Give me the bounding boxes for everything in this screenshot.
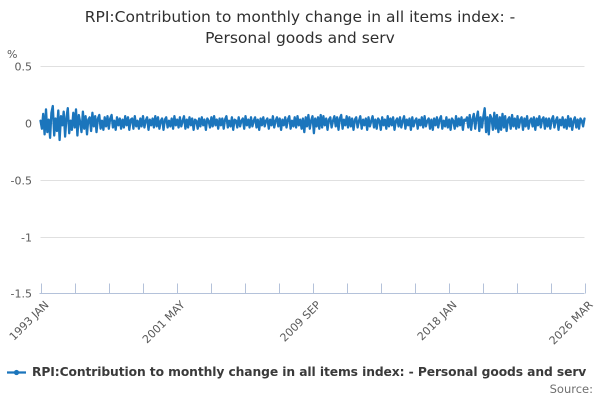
y-tick-label: 0.5 [15,61,33,74]
chart-title-line1: RPI:Contribution to monthly change in al… [84,8,516,26]
x-tick-label: 2001 MAY [140,298,188,346]
y-tick-label: -1.5 [11,288,32,301]
legend-label: RPI:Contribution to monthly change in al… [32,365,587,379]
gridlines [40,66,585,238]
x-axis [39,283,586,294]
source-note: Source: [549,382,593,396]
chart-title: RPI:Contribution to monthly change in al… [0,7,600,50]
x-tick-label: 2026 MAR [547,298,596,347]
data-series-line [39,104,586,142]
y-tick-label: -0.5 [11,175,32,188]
y-tick-label: -1 [21,232,32,245]
series-polyline [39,104,586,142]
legend-line-icon [7,369,26,375]
x-tick-label: 2018 JAN [415,298,460,343]
legend: RPI:Contribution to monthly change in al… [7,365,586,379]
x-tick-label: 1993 JAN [7,298,52,343]
y-axis-unit-label: % [7,48,17,61]
x-tick-label: 2009 SEP [278,298,324,344]
chart-title-line2: Personal goods and serv [205,29,395,48]
y-tick-label: 0 [25,118,32,131]
